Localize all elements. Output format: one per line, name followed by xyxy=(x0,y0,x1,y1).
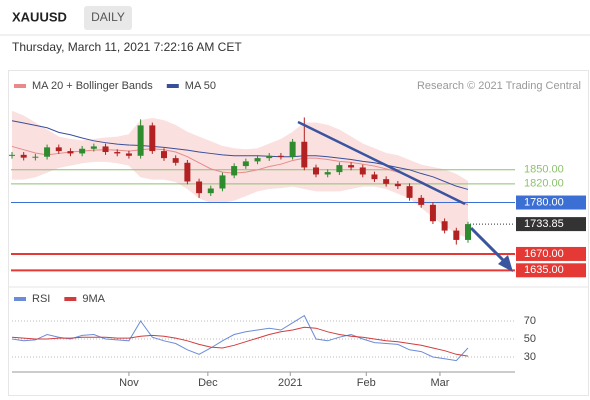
candle-body xyxy=(453,230,460,240)
candle-body xyxy=(207,188,214,194)
candle-body xyxy=(394,183,401,187)
trend-line xyxy=(297,120,466,206)
level-box xyxy=(516,217,586,232)
level-label: 1635.00 xyxy=(524,264,564,276)
candle-body xyxy=(149,125,156,152)
candle-body xyxy=(348,165,355,168)
series-line xyxy=(11,314,469,362)
candle-body xyxy=(324,172,331,175)
candle-body xyxy=(125,153,132,156)
price-panel: MA 20 + Bollinger Bands MA 50 Research © 2… xyxy=(9,80,588,288)
x-tick-label: Dec xyxy=(198,377,218,389)
candle-body xyxy=(406,186,413,198)
candle-body xyxy=(383,179,390,184)
legend-swatch xyxy=(14,84,26,88)
timestamp: Thursday, March 11, 2021 7:22:16 AM CET xyxy=(12,40,242,54)
candle-body xyxy=(277,155,284,157)
candle-body xyxy=(465,224,471,240)
candle-body xyxy=(219,175,226,189)
candle-body xyxy=(429,204,436,222)
candle-body xyxy=(266,155,273,159)
band-edge xyxy=(12,160,469,239)
y-tick-label: 50 xyxy=(524,333,536,345)
symbol: XAUUSD xyxy=(12,9,67,24)
candle-body xyxy=(313,167,319,175)
level-label: 1670.00 xyxy=(524,248,564,260)
candle-body xyxy=(79,148,86,154)
candle-body xyxy=(231,166,238,176)
period[interactable]: DAILY xyxy=(91,10,125,24)
candle-body xyxy=(9,154,15,156)
candle-body xyxy=(20,154,27,158)
arrow-head xyxy=(498,255,513,272)
candle-body xyxy=(441,221,448,231)
candle-body xyxy=(418,197,425,205)
level-box xyxy=(516,246,586,261)
level-box xyxy=(516,263,586,278)
candle-body xyxy=(32,156,39,158)
legend-swatch xyxy=(64,297,77,301)
x-tick-label: 2021 xyxy=(278,377,302,389)
legend-swatch xyxy=(14,297,26,301)
candle-body xyxy=(55,147,62,152)
candle-body xyxy=(114,152,121,154)
candle-body xyxy=(289,141,296,157)
forecast xyxy=(297,120,513,272)
candle-body xyxy=(102,146,109,153)
level-label: 1820.00 xyxy=(524,178,564,190)
x-tick-label: Nov xyxy=(119,377,139,389)
candle-body xyxy=(67,151,74,154)
level-label: 1850.00 xyxy=(524,164,564,176)
moving-average xyxy=(11,145,469,206)
candle-body xyxy=(184,162,191,182)
x-tick-label: Feb xyxy=(357,377,376,389)
x-tick-label: Mar xyxy=(430,377,449,389)
candle-body xyxy=(301,141,308,168)
candle-body xyxy=(161,151,167,159)
y-tick-label: 70 xyxy=(524,315,536,327)
candle-body xyxy=(90,146,97,149)
moving-average xyxy=(11,120,469,190)
candle-body xyxy=(242,161,249,167)
y-tick-label: 30 xyxy=(524,351,536,363)
level-label: 1780.00 xyxy=(524,196,564,208)
forecast-arrow xyxy=(469,226,508,265)
candle-body xyxy=(196,181,203,194)
candle-body xyxy=(371,174,378,180)
band-edge xyxy=(11,110,469,182)
level-label: 1733.85 xyxy=(524,218,564,230)
candle-body xyxy=(359,167,366,175)
candle-body xyxy=(44,147,51,157)
candle-body xyxy=(172,158,179,163)
frame xyxy=(8,70,589,396)
candle-body xyxy=(336,165,343,173)
legend-label: RSI xyxy=(32,293,50,305)
candle-body xyxy=(254,158,261,162)
legend-swatch xyxy=(166,84,179,88)
level-box xyxy=(516,195,586,210)
rsi-panel: RSI 9MA 70 50 30 Nov Dec 2021 Feb Mar xyxy=(11,293,536,389)
bollinger-band xyxy=(12,111,468,238)
series-line xyxy=(11,326,469,357)
legend-label: 9MA xyxy=(82,293,105,305)
legend-label: MA 20 + Bollinger Bands xyxy=(32,80,153,92)
period-tab[interactable] xyxy=(84,6,132,30)
credit: Research © 2021 Trading Central xyxy=(417,80,581,92)
candle-body xyxy=(137,125,144,156)
legend-label: MA 50 xyxy=(185,80,216,92)
